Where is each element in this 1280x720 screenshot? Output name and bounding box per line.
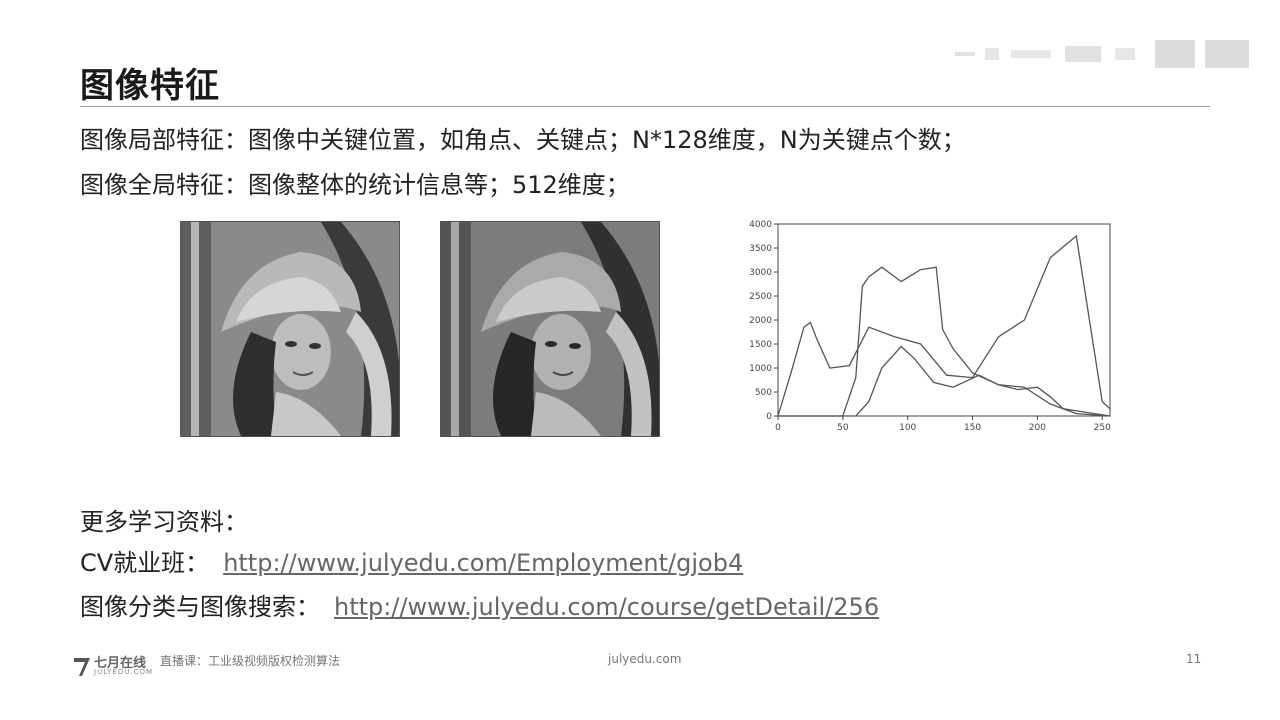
y-tick-label: 0 — [766, 412, 772, 422]
watermark-logo — [955, 40, 1249, 68]
processed-image — [440, 221, 660, 437]
local-feature-text: 图像局部特征：图像中关键位置，如角点、关键点；N*128维度，N为关键点个数； — [80, 126, 966, 154]
x-tick-label: 50 — [837, 423, 849, 433]
color-histogram-chart: 0 500 1000 1500 2000 2500 3000 3500 4000 0 50 100 15… — [749, 220, 1111, 433]
slide-title: 图像特征 — [80, 66, 220, 106]
histogram-line-channel-3 — [778, 345, 1111, 417]
resource-label: 图像分类与图像搜索： — [80, 593, 320, 621]
y-tick-label: 1000 — [749, 364, 772, 374]
histogram-line-channel-1 — [777, 234, 1111, 417]
x-tick-label: 100 — [899, 423, 916, 433]
y-tick-label: 1500 — [749, 340, 772, 350]
y-tick-label: 4000 — [749, 220, 772, 230]
cv-course-link[interactable]: http://www.julyedu.com/Employment/gjob4 — [223, 549, 744, 577]
julyedu-logo-icon — [74, 658, 90, 676]
x-tick-label: 0 — [775, 423, 781, 433]
resource-label: CV就业班： — [80, 549, 210, 577]
x-tick-label: 250 — [1094, 423, 1111, 433]
original-image — [180, 221, 400, 437]
page-number: 11 — [1186, 652, 1202, 666]
y-tick-label: 3500 — [749, 244, 772, 254]
logo-name: 七月在线 — [94, 656, 147, 671]
global-feature-text: 图像全局特征：图像整体的统计信息等；512维度； — [80, 171, 630, 199]
plot-frame — [777, 223, 1111, 417]
site-url: julyedu.com — [608, 652, 682, 666]
more-resources-heading: 更多学习资料： — [80, 508, 248, 536]
histogram-line-channel-2 — [778, 266, 1111, 417]
resource-row-cv: CV就业班： http://www.julyedu.com/Employment/… — [80, 543, 743, 578]
title-divider — [80, 106, 1210, 107]
y-tick-label: 3000 — [749, 268, 772, 278]
course-name: 直播课：工业级视频版权检测算法 — [160, 654, 341, 668]
x-tick-label: 200 — [1029, 423, 1046, 433]
y-tick-label: 2500 — [749, 292, 772, 302]
y-tick-label: 500 — [755, 388, 772, 398]
image-search-course-link[interactable]: http://www.julyedu.com/course/getDetail/… — [334, 593, 880, 621]
y-tick-label: 2000 — [749, 316, 772, 326]
logo-subtitle: JULYEDU.COM — [94, 668, 154, 676]
resource-row-image-search: 图像分类与图像搜索： http://www.julyedu.com/course/… — [80, 587, 879, 622]
x-tick-label: 150 — [964, 423, 981, 433]
